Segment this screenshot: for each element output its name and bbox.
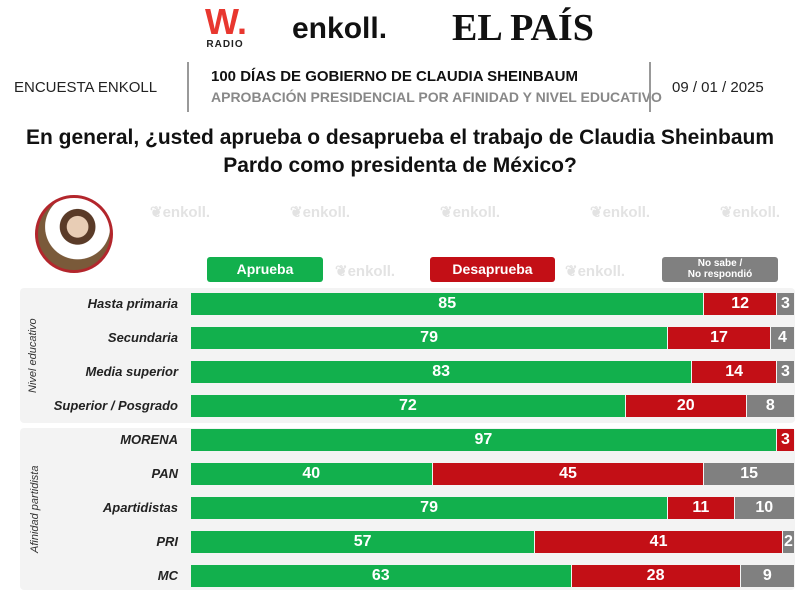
bar-desaprueba: 41 bbox=[535, 531, 782, 553]
bar-desaprueba: 14 bbox=[692, 361, 776, 383]
bar-aprueba: 40 bbox=[191, 463, 432, 485]
watermark: ❦enkoll. bbox=[565, 263, 626, 280]
bar-no: 8 bbox=[746, 395, 794, 417]
watermark: ❦enkoll. bbox=[150, 204, 211, 221]
bar-no: 3 bbox=[776, 361, 794, 383]
bar-aprueba: 72 bbox=[191, 395, 625, 417]
category-label: PRI bbox=[156, 534, 178, 549]
bar-desaprueba: 3 bbox=[776, 429, 794, 451]
category-label: Apartidistas bbox=[102, 500, 178, 515]
bar-aprueba: 57 bbox=[191, 531, 535, 553]
category-label: Media superior bbox=[85, 364, 178, 379]
watermark: ❦enkoll. bbox=[440, 204, 501, 221]
bar-no: 9 bbox=[740, 565, 794, 587]
bar-aprueba: 79 bbox=[191, 497, 668, 519]
bar-aprueba: 79 bbox=[191, 327, 668, 349]
category-label: PAN bbox=[151, 466, 178, 481]
divider bbox=[649, 62, 651, 112]
watermark: ❦enkoll. bbox=[290, 204, 351, 221]
category-label: Secundaria bbox=[107, 330, 178, 345]
bar-aprueba: 97 bbox=[191, 429, 776, 451]
watermark: ❦enkoll. bbox=[335, 263, 396, 280]
bar-no: 10 bbox=[734, 497, 794, 519]
el-pais-logo: EL PAÍS bbox=[452, 7, 594, 49]
bar-desaprueba: 20 bbox=[625, 395, 746, 417]
bar-aprueba: 83 bbox=[191, 361, 692, 383]
president-photo bbox=[35, 195, 113, 273]
report-title: 100 DÍAS DE GOBIERNO DE CLAUDIA SHEINBAU… bbox=[211, 68, 578, 85]
bar-no: 3 bbox=[776, 293, 794, 315]
bar-desaprueba: 17 bbox=[668, 327, 770, 349]
enkoll-logo: enkoll. bbox=[292, 12, 388, 45]
bar-no: 15 bbox=[704, 463, 794, 485]
bar-aprueba: 63 bbox=[191, 565, 571, 587]
bar-no: 4 bbox=[770, 327, 794, 349]
survey-label: ENCUESTA ENKOLL bbox=[14, 79, 158, 96]
bar-aprueba: 85 bbox=[191, 293, 704, 315]
legend-aprueba: Aprueba bbox=[207, 257, 323, 282]
bar-desaprueba: 28 bbox=[571, 565, 740, 587]
bar-desaprueba: 11 bbox=[668, 497, 734, 519]
divider bbox=[187, 62, 189, 112]
category-label: Superior / Posgrado bbox=[53, 398, 178, 413]
legend-desaprueba: Desaprueba bbox=[430, 257, 555, 282]
question: En general, ¿usted aprueba o desaprueba … bbox=[25, 126, 774, 177]
w-radio-logo: W. RADIO bbox=[205, 1, 247, 50]
bar-desaprueba: 12 bbox=[704, 293, 776, 315]
legend-no-sabe: No sabe / No respondió bbox=[662, 257, 778, 282]
category-label: MORENA bbox=[120, 432, 178, 447]
category-label: MC bbox=[157, 568, 178, 583]
report-subtitle: APROBACIÓN PRESIDENCIAL POR AFINIDAD Y N… bbox=[211, 89, 662, 105]
watermark: ❦enkoll. bbox=[590, 204, 651, 221]
watermark: ❦enkoll. bbox=[720, 204, 781, 221]
category-label: Hasta primaria bbox=[87, 296, 178, 311]
bar-desaprueba: 45 bbox=[432, 463, 704, 485]
bar-no: 2 bbox=[782, 531, 794, 553]
date: 09 / 01 / 2025 bbox=[672, 79, 764, 96]
